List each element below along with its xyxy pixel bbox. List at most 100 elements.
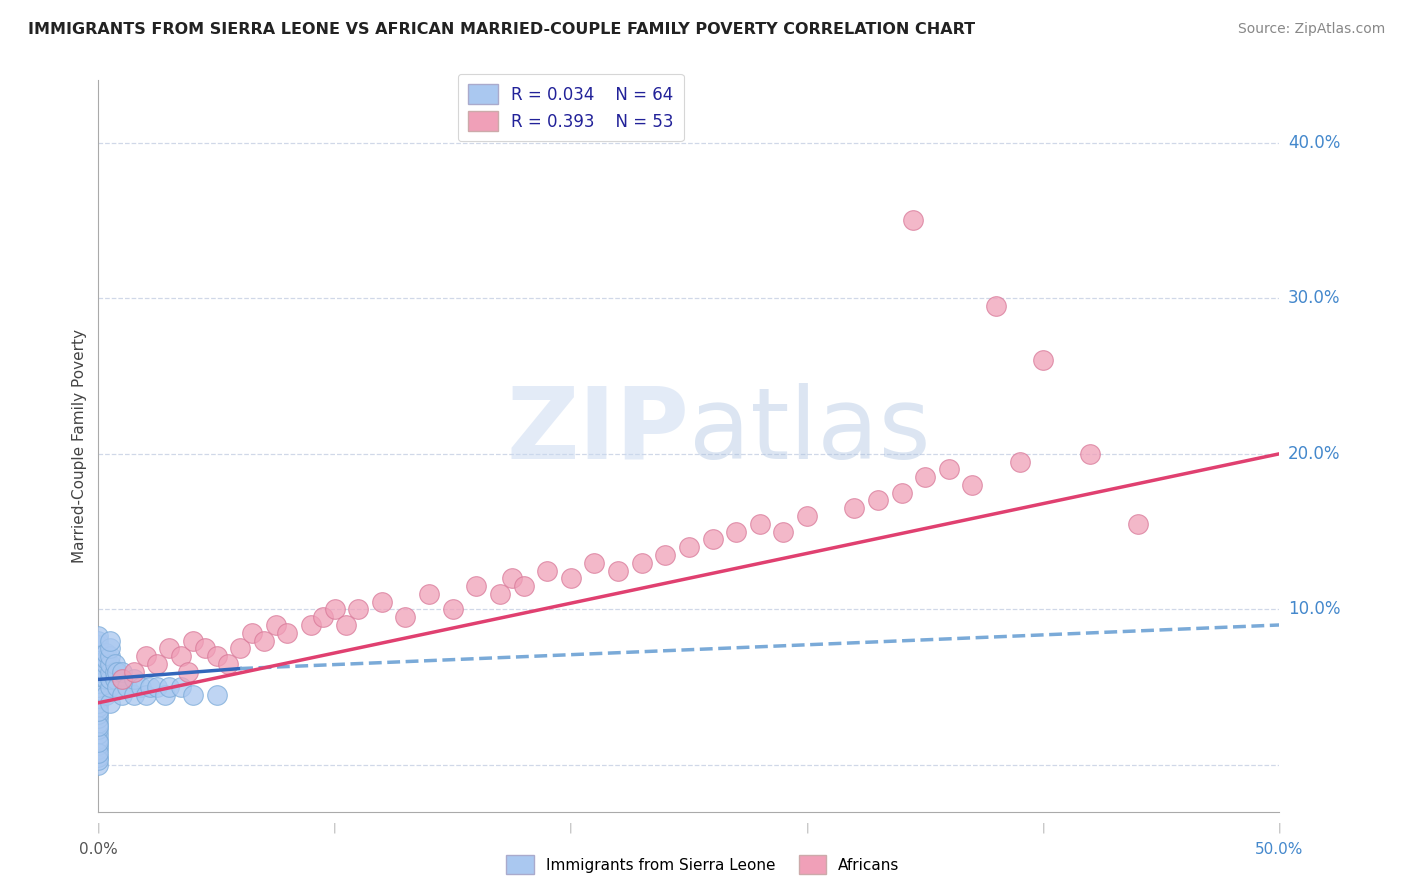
- Point: [87, 719, 110, 733]
- Point: [170, 680, 193, 694]
- Point: [702, 533, 724, 547]
- Text: |: |: [97, 822, 100, 833]
- Point: [489, 587, 512, 601]
- Legend: R = 0.034    N = 64, R = 0.393    N = 53: R = 0.034 N = 64, R = 0.393 N = 53: [458, 74, 683, 141]
- Point: [512, 579, 534, 593]
- Point: [98, 649, 121, 664]
- Point: [87, 704, 110, 718]
- Point: [312, 610, 335, 624]
- Point: [264, 618, 287, 632]
- Text: |: |: [1042, 822, 1045, 833]
- Point: [111, 673, 134, 687]
- Point: [87, 654, 110, 668]
- Point: [87, 644, 110, 658]
- Point: [87, 629, 110, 643]
- Point: [217, 657, 239, 671]
- Point: [105, 680, 128, 694]
- Point: [984, 299, 1007, 313]
- Point: [129, 680, 152, 694]
- Point: [87, 706, 110, 721]
- Text: |: |: [806, 822, 808, 833]
- Point: [87, 742, 110, 756]
- Point: [146, 657, 169, 671]
- Point: [139, 680, 162, 694]
- Point: [1032, 353, 1054, 368]
- Point: [347, 602, 370, 616]
- Point: [87, 753, 110, 767]
- Point: [394, 610, 416, 624]
- Point: [1080, 447, 1102, 461]
- Point: [87, 638, 110, 652]
- Point: [87, 680, 110, 694]
- Point: [866, 493, 889, 508]
- Point: [87, 660, 110, 674]
- Point: [153, 688, 176, 702]
- Point: [87, 675, 110, 690]
- Point: [335, 618, 357, 632]
- Point: [115, 680, 138, 694]
- Point: [844, 501, 866, 516]
- Point: [1126, 516, 1149, 531]
- Point: [157, 680, 180, 694]
- Point: [194, 641, 217, 656]
- Point: [87, 731, 110, 746]
- Point: [371, 594, 394, 608]
- Point: [938, 462, 960, 476]
- Point: [914, 470, 936, 484]
- Text: |: |: [1278, 822, 1281, 833]
- Point: [98, 641, 121, 656]
- Point: [465, 579, 488, 593]
- Point: [87, 700, 110, 714]
- Text: Source: ZipAtlas.com: Source: ZipAtlas.com: [1237, 22, 1385, 37]
- Point: [796, 509, 818, 524]
- Point: [104, 657, 127, 671]
- Point: [111, 673, 134, 687]
- Point: [87, 691, 110, 706]
- Point: [441, 602, 464, 616]
- Point: [87, 649, 110, 664]
- Point: [94, 688, 117, 702]
- Point: [98, 633, 121, 648]
- Text: 10.0%: 10.0%: [1288, 600, 1340, 618]
- Point: [583, 556, 606, 570]
- Text: IMMIGRANTS FROM SIERRA LEONE VS AFRICAN MARRIED-COUPLE FAMILY POVERTY CORRELATIO: IMMIGRANTS FROM SIERRA LEONE VS AFRICAN …: [28, 22, 976, 37]
- Point: [181, 633, 204, 648]
- Text: |: |: [333, 822, 336, 833]
- Point: [87, 750, 110, 764]
- Point: [157, 641, 180, 656]
- Point: [87, 711, 110, 725]
- Point: [111, 665, 134, 679]
- Point: [94, 652, 117, 666]
- Point: [748, 516, 770, 531]
- Text: |: |: [569, 822, 572, 833]
- Point: [94, 673, 117, 687]
- Point: [111, 688, 134, 702]
- Point: [962, 478, 984, 492]
- Point: [240, 625, 263, 640]
- Point: [253, 633, 276, 648]
- Point: [98, 696, 121, 710]
- Point: [94, 646, 117, 660]
- Text: ZIP: ZIP: [506, 383, 689, 480]
- Point: [105, 665, 128, 679]
- Point: [607, 564, 630, 578]
- Point: [299, 618, 322, 632]
- Text: 50.0%: 50.0%: [1256, 842, 1303, 857]
- Point: [181, 688, 204, 702]
- Point: [87, 723, 110, 737]
- Point: [94, 665, 117, 679]
- Point: [98, 657, 121, 671]
- Point: [135, 688, 157, 702]
- Point: [536, 564, 558, 578]
- Point: [772, 524, 794, 539]
- Point: [87, 633, 110, 648]
- Text: 20.0%: 20.0%: [1288, 445, 1340, 463]
- Point: [87, 696, 110, 710]
- Point: [654, 548, 676, 562]
- Legend: Immigrants from Sierra Leone, Africans: Immigrants from Sierra Leone, Africans: [501, 849, 905, 880]
- Point: [205, 688, 228, 702]
- Point: [122, 665, 145, 679]
- Point: [87, 685, 110, 699]
- Point: [1008, 454, 1031, 468]
- Point: [177, 665, 200, 679]
